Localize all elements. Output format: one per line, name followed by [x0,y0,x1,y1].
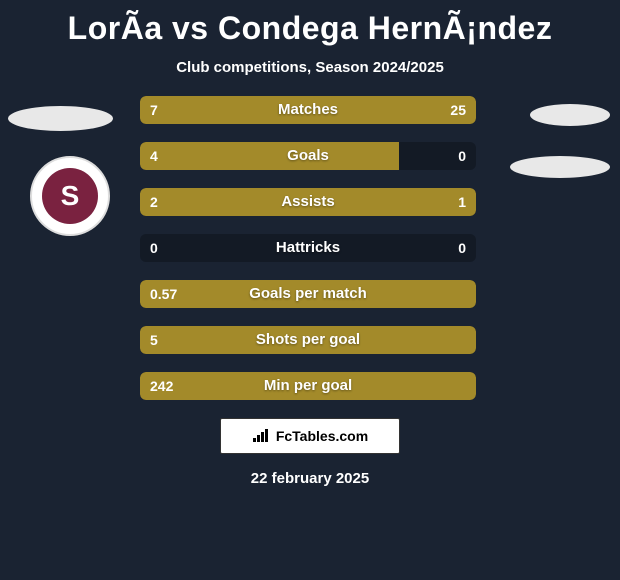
stat-bar: 00Hattricks [140,234,476,262]
stat-bar: 21Assists [140,188,476,216]
player-right-placeholder [530,104,610,126]
stat-bar: 5Shots per goal [140,326,476,354]
stat-bar: 0.57Goals per match [140,280,476,308]
stat-label: Min per goal [140,372,476,400]
stat-bars: 725Matches 40Goals 21Assists 00Hattricks 0.5… [140,96,476,400]
source-badge: FcTables.com [220,418,400,454]
player-left-placeholder [8,106,113,131]
stat-label: Assists [140,188,476,216]
stat-label: Goals [140,142,476,170]
source-label: FcTables.com [276,428,368,444]
page-subtitle: Club competitions, Season 2024/2025 [0,59,620,76]
stat-label: Matches [140,96,476,124]
comparison-panel: S 725Matches 40Goals 21Assists 00Hattricks 0… [0,96,620,400]
date-label: 22 february 2025 [0,470,620,487]
chart-icon [252,429,272,443]
stat-bar: 242Min per goal [140,372,476,400]
team-right-placeholder [510,156,610,178]
team-left-logo: S [30,156,110,236]
stat-label: Hattricks [140,234,476,262]
stat-bar: 40Goals [140,142,476,170]
team-logo-letter: S [42,168,98,224]
stat-bar: 725Matches [140,96,476,124]
stat-label: Shots per goal [140,326,476,354]
page-title: LorÃ­a vs Condega HernÃ¡ndez [0,0,620,47]
stat-label: Goals per match [140,280,476,308]
